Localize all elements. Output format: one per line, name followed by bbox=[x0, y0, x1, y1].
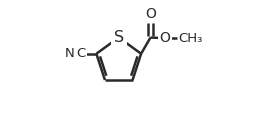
Text: O: O bbox=[159, 31, 170, 45]
Text: S: S bbox=[114, 30, 124, 45]
Text: N: N bbox=[65, 47, 75, 60]
Text: O: O bbox=[145, 7, 156, 21]
Text: C: C bbox=[76, 47, 85, 60]
Text: CH₃: CH₃ bbox=[178, 32, 202, 45]
